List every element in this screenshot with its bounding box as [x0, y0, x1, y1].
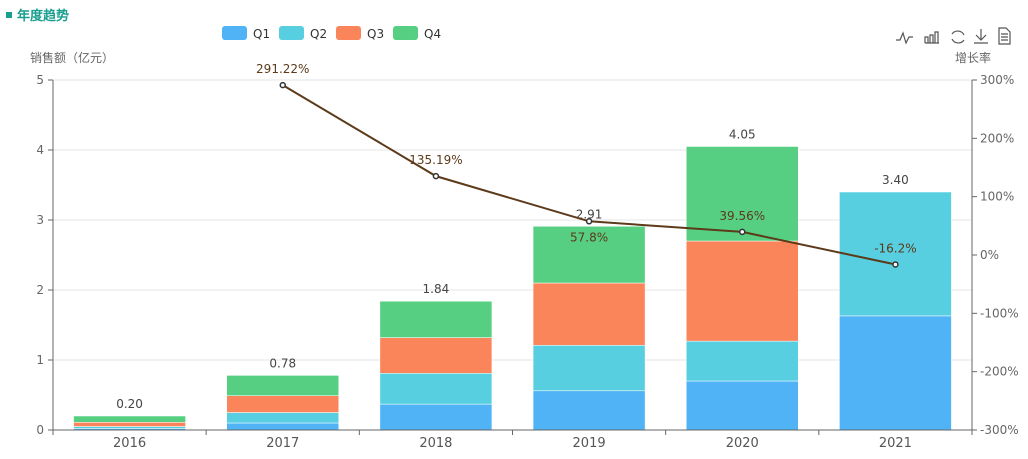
x-tick-label: 2021	[879, 436, 912, 451]
bar-q4-2017	[226, 375, 339, 396]
y-tick-label: 1	[36, 353, 44, 367]
x-tick-label: 2017	[266, 436, 299, 451]
x-tick-label: 2018	[419, 436, 452, 451]
total-label: 0.20	[116, 397, 143, 411]
y-tick-label: 4	[36, 143, 44, 157]
bar-q2-2019	[532, 345, 646, 392]
growth-point	[892, 261, 899, 268]
growth-label: -16.2%	[874, 241, 916, 255]
bar-q3-2018	[379, 337, 493, 374]
growth-point	[739, 228, 746, 236]
growth-point	[279, 81, 286, 89]
y2-axis-label: 增长率	[955, 50, 991, 65]
bar-q1-2018	[379, 403, 493, 431]
y2-tick-label: 300%	[980, 73, 1014, 87]
growth-label: 135.19%	[409, 153, 462, 167]
bar-q2-2018	[379, 373, 493, 405]
bar-q3-2017	[226, 395, 339, 413]
legend-label-q2[interactable]: Q2	[310, 27, 327, 41]
y2-tick-label: -300%	[980, 423, 1019, 437]
bar-q1-2019	[532, 390, 646, 431]
bar-q1-2017	[226, 422, 339, 431]
bar-q4-2019	[532, 226, 646, 284]
y2-tick-label: -200%	[980, 365, 1019, 379]
y2-tick-label: 200%	[980, 131, 1014, 145]
bar-q2-2017	[226, 412, 339, 424]
y-tick-label: 5	[36, 73, 44, 87]
legend-label-q3[interactable]: Q3	[367, 27, 384, 41]
growth-point	[432, 172, 440, 180]
legend-swatch-q3[interactable]	[336, 26, 361, 40]
total-label: 1.84	[423, 282, 450, 296]
bar-q3-2020	[686, 240, 799, 342]
total-label: 2.91	[576, 207, 603, 221]
y-tick-label: 3	[36, 213, 44, 227]
bar-chart-icon[interactable]	[924, 31, 939, 44]
bar-q2-2016	[73, 426, 186, 429]
legend-label-q4[interactable]: Q4	[424, 27, 441, 41]
bar-q2-2020	[686, 340, 799, 382]
y2-tick-label: -100%	[980, 306, 1019, 320]
legend-label-q1[interactable]: Q1	[253, 27, 270, 41]
bar-q4-2020	[686, 146, 799, 242]
y-tick-label: 2	[36, 283, 44, 297]
download-icon[interactable]	[974, 29, 988, 44]
bar-q4-2016	[73, 415, 186, 423]
growth-label: 57.8%	[570, 230, 608, 244]
bar-q3-2019	[532, 282, 646, 346]
restore-icon[interactable]	[951, 30, 965, 44]
data-view-icon[interactable]	[998, 27, 1011, 45]
chart-title: 年度趋势	[6, 5, 69, 24]
x-tick-label: 2019	[573, 436, 606, 451]
y-axis-label: 销售额（亿元）	[30, 50, 114, 65]
total-label: 3.40	[882, 173, 909, 187]
legend-swatch-q2[interactable]	[279, 26, 304, 40]
x-tick-label: 2016	[113, 436, 146, 451]
x-tick-label: 2020	[726, 436, 759, 451]
bar-q4-2018	[379, 300, 493, 338]
line-chart-icon[interactable]	[896, 31, 913, 45]
legend-swatch-q1[interactable]	[222, 26, 247, 40]
y2-tick-label: 0%	[980, 248, 999, 262]
legend-swatch-q4[interactable]	[393, 26, 418, 40]
growth-point	[585, 218, 593, 225]
title-text: 年度趋势	[17, 9, 70, 24]
bar-q2-2021	[839, 191, 952, 317]
bar-q1-2021	[839, 315, 952, 431]
title-marker-icon	[6, 11, 12, 18]
growth-label: 39.56%	[719, 209, 765, 223]
growth-label: 291.22%	[256, 62, 309, 76]
y-tick-label: 0	[36, 423, 44, 437]
total-label: 4.05	[729, 128, 756, 142]
bar-q3-2016	[73, 422, 186, 427]
total-label: 0.78	[269, 356, 296, 370]
y2-tick-label: 100%	[980, 190, 1014, 204]
bar-q1-2020	[686, 380, 799, 431]
